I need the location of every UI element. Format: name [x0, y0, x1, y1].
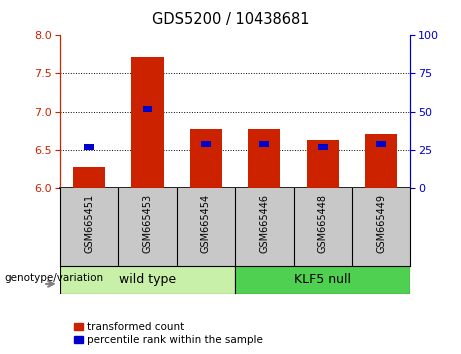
Text: GSM665449: GSM665449: [376, 194, 386, 253]
Bar: [318, 144, 327, 149]
Bar: [131, 57, 164, 188]
Text: GSM665446: GSM665446: [259, 194, 269, 253]
Bar: [60, 266, 235, 294]
Text: GSM665453: GSM665453: [142, 194, 153, 253]
Bar: [248, 129, 280, 188]
Bar: [73, 167, 105, 188]
Bar: [235, 266, 410, 294]
Bar: [190, 129, 222, 188]
Text: genotype/variation: genotype/variation: [5, 273, 104, 283]
Bar: [201, 141, 211, 147]
Text: GSM665454: GSM665454: [201, 194, 211, 253]
Legend: transformed count, percentile rank within the sample: transformed count, percentile rank withi…: [74, 322, 263, 345]
Text: GSM665448: GSM665448: [318, 194, 328, 253]
Text: wild type: wild type: [119, 273, 176, 286]
Text: KLF5 null: KLF5 null: [294, 273, 351, 286]
Bar: [376, 141, 386, 147]
Text: GDS5200 / 10438681: GDS5200 / 10438681: [152, 12, 309, 27]
Bar: [260, 141, 269, 147]
Bar: [307, 140, 339, 188]
Bar: [84, 144, 94, 149]
Bar: [143, 106, 152, 112]
Bar: [365, 134, 397, 188]
Text: GSM665451: GSM665451: [84, 194, 94, 253]
